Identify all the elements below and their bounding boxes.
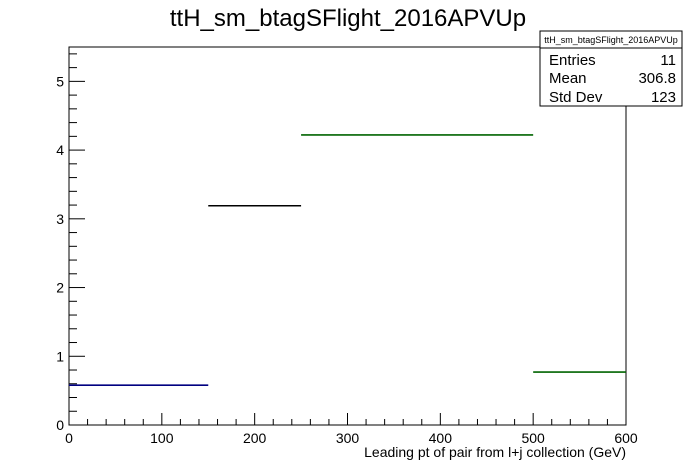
x-tick-label: 100 <box>150 430 174 446</box>
x-tick-label: 0 <box>65 430 73 446</box>
y-tick-label: 1 <box>56 348 64 364</box>
histogram-bins <box>69 134 626 386</box>
x-axis-label: Leading pt of pair from l+j collection (… <box>364 444 626 460</box>
stats-stddev-label: Std Dev <box>549 89 603 106</box>
stats-box-frame <box>539 30 683 107</box>
x-tick-label: 300 <box>336 430 360 446</box>
y-tick-label: 4 <box>56 142 64 158</box>
stats-stddev-value: 123 <box>651 89 676 106</box>
x-tick-label: 400 <box>429 430 453 446</box>
stats-mean-label: Mean <box>549 70 587 87</box>
stats-entries-value: 11 <box>660 52 676 69</box>
y-tick-label: 3 <box>56 211 64 227</box>
x-tick-label: 500 <box>521 430 545 446</box>
x-tick-label: 200 <box>243 430 267 446</box>
stats-mean-value: 306.8 <box>638 70 676 87</box>
y-tick-label: 0 <box>56 417 64 433</box>
stats-entries-label: Entries <box>549 52 596 69</box>
stats-box-title: ttH_sm_btagSFlight_2016APVUp <box>544 35 678 45</box>
plot-axes: 0 100 200 300 400 500 600 0 1 2 3 4 5 <box>56 46 638 446</box>
x-tick-label: 600 <box>614 430 638 446</box>
y-tick-label: 2 <box>56 280 64 296</box>
stats-box: ttH_sm_btagSFlight_2016APVUp Entries 11 … <box>539 30 683 107</box>
chart-title: ttH_sm_btagSFlight_2016APVUp <box>170 5 526 32</box>
y-tick-label: 5 <box>56 73 64 89</box>
